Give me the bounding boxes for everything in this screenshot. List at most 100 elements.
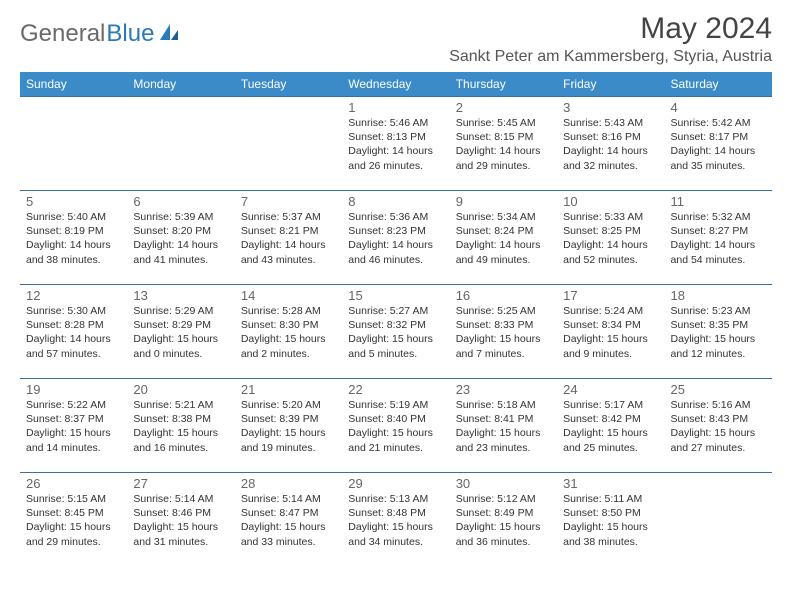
daylight-text: Daylight: 14 hours and 35 minutes.: [671, 144, 766, 172]
calendar-cell: 19Sunrise: 5:22 AMSunset: 8:37 PMDayligh…: [20, 379, 127, 473]
day-number: 3: [563, 100, 658, 115]
sunset-text: Sunset: 8:40 PM: [348, 412, 443, 426]
day-number: 25: [671, 382, 766, 397]
sunset-text: Sunset: 8:24 PM: [456, 224, 551, 238]
daylight-text: Daylight: 14 hours and 54 minutes.: [671, 238, 766, 266]
calendar-cell: 20Sunrise: 5:21 AMSunset: 8:38 PMDayligh…: [127, 379, 234, 473]
weekday-header: Wednesday: [342, 72, 449, 97]
day-number: 1: [348, 100, 443, 115]
daylight-text: Daylight: 15 hours and 33 minutes.: [241, 520, 336, 548]
daylight-text: Daylight: 14 hours and 38 minutes.: [26, 238, 121, 266]
sunrise-text: Sunrise: 5:39 AM: [133, 210, 228, 224]
daylight-text: Daylight: 14 hours and 26 minutes.: [348, 144, 443, 172]
day-info: Sunrise: 5:11 AMSunset: 8:50 PMDaylight:…: [563, 492, 658, 549]
calendar-cell: 9Sunrise: 5:34 AMSunset: 8:24 PMDaylight…: [450, 191, 557, 285]
day-number: 20: [133, 382, 228, 397]
daylight-text: Daylight: 15 hours and 23 minutes.: [456, 426, 551, 454]
daylight-text: Daylight: 15 hours and 29 minutes.: [26, 520, 121, 548]
calendar-cell: 26Sunrise: 5:15 AMSunset: 8:45 PMDayligh…: [20, 473, 127, 567]
sunset-text: Sunset: 8:32 PM: [348, 318, 443, 332]
calendar-cell: 18Sunrise: 5:23 AMSunset: 8:35 PMDayligh…: [665, 285, 772, 379]
daylight-text: Daylight: 14 hours and 49 minutes.: [456, 238, 551, 266]
sunset-text: Sunset: 8:33 PM: [456, 318, 551, 332]
calendar-cell: 14Sunrise: 5:28 AMSunset: 8:30 PMDayligh…: [235, 285, 342, 379]
calendar-cell: 11Sunrise: 5:32 AMSunset: 8:27 PMDayligh…: [665, 191, 772, 285]
day-info: Sunrise: 5:24 AMSunset: 8:34 PMDaylight:…: [563, 304, 658, 361]
daylight-text: Daylight: 14 hours and 29 minutes.: [456, 144, 551, 172]
calendar-cell: 12Sunrise: 5:30 AMSunset: 8:28 PMDayligh…: [20, 285, 127, 379]
calendar-cell: 21Sunrise: 5:20 AMSunset: 8:39 PMDayligh…: [235, 379, 342, 473]
weekday-header: Monday: [127, 72, 234, 97]
day-number: 5: [26, 194, 121, 209]
sunrise-text: Sunrise: 5:11 AM: [563, 492, 658, 506]
day-number: 11: [671, 194, 766, 209]
calendar-cell-empty: [20, 97, 127, 191]
sunrise-text: Sunrise: 5:17 AM: [563, 398, 658, 412]
day-info: Sunrise: 5:39 AMSunset: 8:20 PMDaylight:…: [133, 210, 228, 267]
sunset-text: Sunset: 8:23 PM: [348, 224, 443, 238]
daylight-text: Daylight: 15 hours and 9 minutes.: [563, 332, 658, 360]
sunrise-text: Sunrise: 5:13 AM: [348, 492, 443, 506]
sunrise-text: Sunrise: 5:40 AM: [26, 210, 121, 224]
daylight-text: Daylight: 15 hours and 21 minutes.: [348, 426, 443, 454]
sunrise-text: Sunrise: 5:36 AM: [348, 210, 443, 224]
day-info: Sunrise: 5:13 AMSunset: 8:48 PMDaylight:…: [348, 492, 443, 549]
calendar-week-row: 5Sunrise: 5:40 AMSunset: 8:19 PMDaylight…: [20, 191, 772, 285]
sunrise-text: Sunrise: 5:34 AM: [456, 210, 551, 224]
daylight-text: Daylight: 15 hours and 38 minutes.: [563, 520, 658, 548]
day-number: 28: [241, 476, 336, 491]
sunrise-text: Sunrise: 5:22 AM: [26, 398, 121, 412]
day-number: 23: [456, 382, 551, 397]
sunrise-text: Sunrise: 5:18 AM: [456, 398, 551, 412]
header: General Blue May 2024 Sankt Peter am Kam…: [20, 12, 772, 66]
day-info: Sunrise: 5:27 AMSunset: 8:32 PMDaylight:…: [348, 304, 443, 361]
day-number: 26: [26, 476, 121, 491]
calendar-week-row: 26Sunrise: 5:15 AMSunset: 8:45 PMDayligh…: [20, 473, 772, 567]
day-number: 4: [671, 100, 766, 115]
weekday-header: Friday: [557, 72, 664, 97]
calendar-week-row: 19Sunrise: 5:22 AMSunset: 8:37 PMDayligh…: [20, 379, 772, 473]
calendar-cell: 30Sunrise: 5:12 AMSunset: 8:49 PMDayligh…: [450, 473, 557, 567]
sunset-text: Sunset: 8:41 PM: [456, 412, 551, 426]
calendar-cell: 4Sunrise: 5:42 AMSunset: 8:17 PMDaylight…: [665, 97, 772, 191]
brand-text-1: General: [20, 20, 105, 48]
calendar-cell: 28Sunrise: 5:14 AMSunset: 8:47 PMDayligh…: [235, 473, 342, 567]
sunset-text: Sunset: 8:43 PM: [671, 412, 766, 426]
daylight-text: Daylight: 15 hours and 16 minutes.: [133, 426, 228, 454]
sunset-text: Sunset: 8:27 PM: [671, 224, 766, 238]
calendar-week-row: 12Sunrise: 5:30 AMSunset: 8:28 PMDayligh…: [20, 285, 772, 379]
day-info: Sunrise: 5:43 AMSunset: 8:16 PMDaylight:…: [563, 116, 658, 173]
day-info: Sunrise: 5:33 AMSunset: 8:25 PMDaylight:…: [563, 210, 658, 267]
sunrise-text: Sunrise: 5:33 AM: [563, 210, 658, 224]
brand-text-2: Blue: [106, 20, 154, 48]
sunrise-text: Sunrise: 5:32 AM: [671, 210, 766, 224]
daylight-text: Daylight: 15 hours and 19 minutes.: [241, 426, 336, 454]
daylight-text: Daylight: 15 hours and 36 minutes.: [456, 520, 551, 548]
sunset-text: Sunset: 8:25 PM: [563, 224, 658, 238]
sunrise-text: Sunrise: 5:19 AM: [348, 398, 443, 412]
day-number: 31: [563, 476, 658, 491]
sunrise-text: Sunrise: 5:37 AM: [241, 210, 336, 224]
sunset-text: Sunset: 8:46 PM: [133, 506, 228, 520]
sunset-text: Sunset: 8:29 PM: [133, 318, 228, 332]
daylight-text: Daylight: 14 hours and 57 minutes.: [26, 332, 121, 360]
sunrise-text: Sunrise: 5:29 AM: [133, 304, 228, 318]
day-info: Sunrise: 5:14 AMSunset: 8:47 PMDaylight:…: [241, 492, 336, 549]
sunset-text: Sunset: 8:42 PM: [563, 412, 658, 426]
day-info: Sunrise: 5:18 AMSunset: 8:41 PMDaylight:…: [456, 398, 551, 455]
calendar-page: General Blue May 2024 Sankt Peter am Kam…: [0, 0, 792, 578]
calendar-cell: 8Sunrise: 5:36 AMSunset: 8:23 PMDaylight…: [342, 191, 449, 285]
sunrise-text: Sunrise: 5:12 AM: [456, 492, 551, 506]
day-info: Sunrise: 5:42 AMSunset: 8:17 PMDaylight:…: [671, 116, 766, 173]
sunset-text: Sunset: 8:28 PM: [26, 318, 121, 332]
sunset-text: Sunset: 8:15 PM: [456, 130, 551, 144]
day-info: Sunrise: 5:14 AMSunset: 8:46 PMDaylight:…: [133, 492, 228, 549]
sunset-text: Sunset: 8:16 PM: [563, 130, 658, 144]
sunset-text: Sunset: 8:20 PM: [133, 224, 228, 238]
calendar-cell: 15Sunrise: 5:27 AMSunset: 8:32 PMDayligh…: [342, 285, 449, 379]
sunset-text: Sunset: 8:17 PM: [671, 130, 766, 144]
month-title: May 2024: [449, 12, 772, 46]
calendar-cell: 6Sunrise: 5:39 AMSunset: 8:20 PMDaylight…: [127, 191, 234, 285]
calendar-cell: 2Sunrise: 5:45 AMSunset: 8:15 PMDaylight…: [450, 97, 557, 191]
day-info: Sunrise: 5:29 AMSunset: 8:29 PMDaylight:…: [133, 304, 228, 361]
